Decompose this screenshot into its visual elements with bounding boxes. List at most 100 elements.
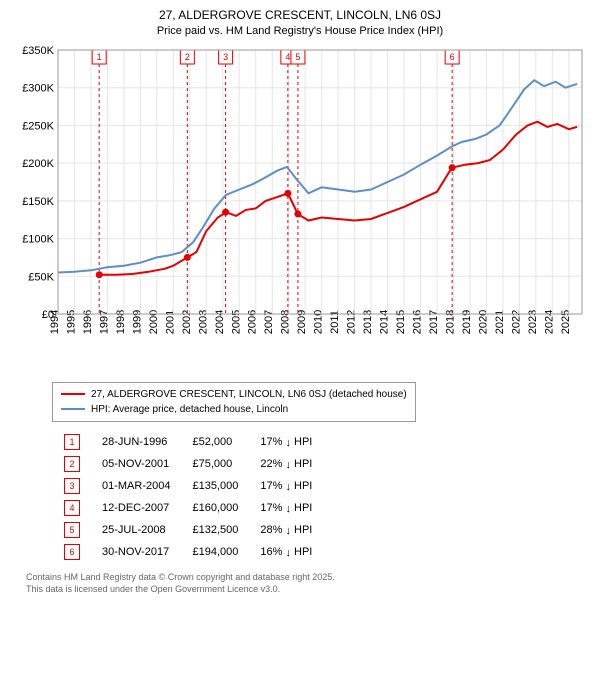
svg-text:1: 1 (97, 52, 102, 62)
sale-pct: 22% ↓ HPI (250, 454, 322, 474)
sale-price: £132,500 (182, 520, 248, 540)
svg-text:2020: 2020 (477, 310, 489, 334)
svg-text:£350K: £350K (22, 45, 54, 57)
down-arrow-icon: ↓ (285, 547, 291, 559)
svg-text:2018: 2018 (444, 310, 456, 334)
table-row: 6 30-NOV-2017£194,00016% ↓ HPI (54, 542, 322, 562)
chart-title: 27, ALDERGROVE CRESCENT, LINCOLN, LN6 0S… (12, 8, 588, 24)
svg-text:2000: 2000 (148, 310, 160, 334)
svg-text:£50K: £50K (28, 271, 54, 283)
svg-text:£100K: £100K (22, 233, 54, 245)
sale-marker-box: 3 (64, 478, 80, 494)
table-row: 4 12-DEC-2007£160,00017% ↓ HPI (54, 498, 322, 518)
sale-marker-box: 1 (64, 434, 80, 450)
svg-text:6: 6 (450, 52, 455, 62)
svg-text:1998: 1998 (115, 310, 127, 334)
svg-text:2002: 2002 (181, 310, 193, 334)
svg-text:2003: 2003 (197, 310, 209, 334)
sale-date: 12-DEC-2007 (92, 498, 180, 518)
svg-text:2010: 2010 (313, 310, 325, 334)
down-arrow-icon: ↓ (285, 525, 291, 537)
down-arrow-icon: ↓ (285, 459, 291, 471)
svg-text:3: 3 (223, 52, 228, 62)
table-row: 1 28-JUN-1996£52,00017% ↓ HPI (54, 432, 322, 452)
svg-text:2001: 2001 (164, 310, 176, 334)
svg-text:2009: 2009 (296, 310, 308, 334)
sale-dot (96, 271, 103, 278)
down-arrow-icon: ↓ (285, 437, 291, 449)
sale-date: 30-NOV-2017 (92, 542, 180, 562)
down-arrow-icon: ↓ (285, 503, 291, 515)
svg-text:2015: 2015 (395, 310, 407, 334)
table-row: 3 01-MAR-2004£135,00017% ↓ HPI (54, 476, 322, 496)
sale-date: 25-JUL-2008 (92, 520, 180, 540)
svg-text:£300K: £300K (22, 83, 54, 95)
legend-label: 27, ALDERGROVE CRESCENT, LINCOLN, LN6 0S… (91, 387, 407, 402)
sale-price: £135,000 (182, 476, 248, 496)
svg-text:2019: 2019 (461, 310, 473, 334)
svg-text:2017: 2017 (428, 310, 440, 334)
footnote-line-2: This data is licensed under the Open Gov… (26, 584, 588, 596)
svg-text:2: 2 (185, 52, 190, 62)
svg-text:2007: 2007 (263, 310, 275, 334)
sale-marker-box: 2 (64, 456, 80, 472)
svg-text:2021: 2021 (494, 310, 506, 334)
svg-text:1995: 1995 (65, 310, 77, 334)
sale-pct: 28% ↓ HPI (250, 520, 322, 540)
svg-text:2022: 2022 (510, 310, 522, 334)
legend-item: 27, ALDERGROVE CRESCENT, LINCOLN, LN6 0S… (61, 387, 407, 402)
sale-dot (294, 210, 301, 217)
series-hpi (58, 80, 577, 272)
sale-pct: 16% ↓ HPI (250, 542, 322, 562)
svg-text:2004: 2004 (214, 310, 226, 334)
legend-label: HPI: Average price, detached house, Linc… (91, 402, 288, 417)
sale-dot (284, 190, 291, 197)
sale-dot (184, 254, 191, 261)
svg-text:1999: 1999 (131, 310, 143, 334)
table-row: 5 25-JUL-2008£132,50028% ↓ HPI (54, 520, 322, 540)
sale-pct: 17% ↓ HPI (250, 432, 322, 452)
sale-price: £52,000 (182, 432, 248, 452)
svg-text:5: 5 (295, 52, 300, 62)
legend-item: HPI: Average price, detached house, Linc… (61, 402, 407, 417)
sale-dot (222, 209, 229, 216)
svg-text:2025: 2025 (560, 310, 572, 334)
sale-pct: 17% ↓ HPI (250, 498, 322, 518)
chart-subtitle: Price paid vs. HM Land Registry's House … (12, 24, 588, 38)
sale-marker-box: 6 (64, 544, 80, 560)
svg-text:2023: 2023 (527, 310, 539, 334)
sale-price: £160,000 (182, 498, 248, 518)
table-row: 2 05-NOV-2001£75,00022% ↓ HPI (54, 454, 322, 474)
sale-dot (449, 164, 456, 171)
svg-text:£200K: £200K (22, 158, 54, 170)
sale-price: £194,000 (182, 542, 248, 562)
svg-text:1997: 1997 (98, 310, 110, 334)
svg-text:2014: 2014 (379, 310, 391, 334)
price-chart: £0£50K£100K£150K£200K£250K£300K£350K1994… (12, 44, 588, 374)
svg-text:1994: 1994 (49, 310, 61, 334)
footnote-line-1: Contains HM Land Registry data © Crown c… (26, 572, 588, 584)
sale-date: 01-MAR-2004 (92, 476, 180, 496)
sale-marker-box: 5 (64, 522, 80, 538)
sale-marker-box: 4 (64, 500, 80, 516)
svg-text:2006: 2006 (247, 310, 259, 334)
svg-text:4: 4 (285, 52, 290, 62)
svg-text:£150K: £150K (22, 196, 54, 208)
svg-text:2016: 2016 (412, 310, 424, 334)
legend-swatch (61, 393, 85, 395)
sale-date: 05-NOV-2001 (92, 454, 180, 474)
sale-pct: 17% ↓ HPI (250, 476, 322, 496)
sale-price: £75,000 (182, 454, 248, 474)
svg-text:2008: 2008 (280, 310, 292, 334)
svg-text:2024: 2024 (543, 310, 555, 334)
svg-text:2012: 2012 (346, 310, 358, 334)
down-arrow-icon: ↓ (285, 481, 291, 493)
svg-text:2013: 2013 (362, 310, 374, 334)
legend-swatch (61, 408, 85, 410)
svg-text:£250K: £250K (22, 120, 54, 132)
svg-text:2005: 2005 (230, 310, 242, 334)
sale-date: 28-JUN-1996 (92, 432, 180, 452)
svg-text:1996: 1996 (82, 310, 94, 334)
sales-table: 128-JUN-1996£52,00017% ↓ HPI205-NOV-2001… (52, 430, 324, 564)
legend: 27, ALDERGROVE CRESCENT, LINCOLN, LN6 0S… (52, 382, 416, 422)
